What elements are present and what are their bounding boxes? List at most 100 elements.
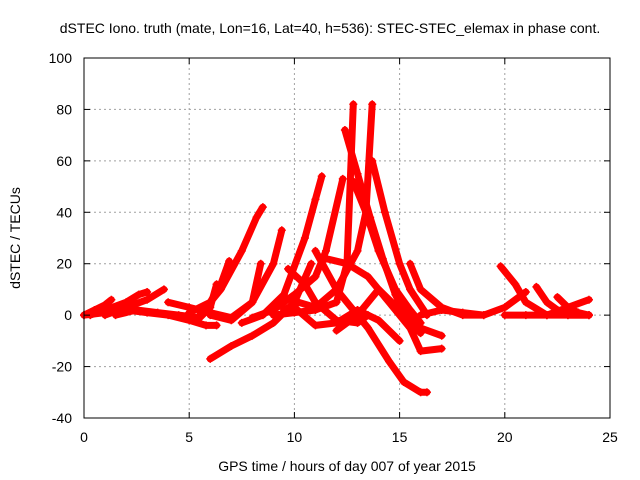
data-point [311,321,320,330]
data-point [364,324,373,332]
data-point [542,298,551,307]
data-point [225,257,234,266]
data-point [368,100,377,109]
data-point [185,308,194,317]
data-point [380,208,389,217]
data-point [416,311,425,320]
data-point [164,298,173,307]
data-series-3 [86,288,152,320]
series-line [333,285,446,340]
data-series-21 [349,177,425,327]
data-series-17 [311,246,431,397]
data-point [437,331,446,340]
data-point [584,311,593,320]
data-point [340,126,349,134]
data-point [416,347,425,356]
y-axis-label: dSTEC / TECUs [7,187,23,289]
data-point [284,264,293,273]
data-point [437,306,446,314]
data-point [159,285,168,294]
data-point [101,311,110,320]
data-point [361,208,370,217]
data-point [553,293,562,302]
data-point [307,259,316,268]
x-axis-label: GPS time / hours of day 007 of year 2015 [218,458,476,474]
data-point [227,342,236,350]
data-point [511,280,520,289]
data-point [258,203,267,212]
y-tick-label: 60 [56,153,72,169]
x-tick-label: 10 [287,429,303,445]
data-point [321,254,330,263]
data-point [321,246,330,255]
data-point [252,213,261,222]
data-point [399,378,408,386]
data-point [406,285,415,294]
data-point [364,272,373,281]
data-point [256,259,265,268]
data-point [406,318,415,327]
x-tick-label: 15 [392,429,408,445]
data-point [195,311,204,320]
data-point [294,298,303,307]
data-point [311,272,320,281]
data-point [500,311,509,320]
data-point [290,303,299,312]
data-point [391,285,400,294]
data-point [332,285,341,294]
data-series-24 [416,288,530,320]
data-point [416,329,425,338]
x-tick-label: 25 [602,429,618,445]
y-tick-label: -40 [52,410,72,426]
x-tick-label: 20 [497,429,513,445]
data-point [269,318,278,327]
data-point [269,311,278,320]
data-point [143,288,152,296]
data-point [227,316,236,325]
data-point [422,388,431,397]
data-point [349,100,358,109]
data-point [300,280,309,289]
data-point [416,285,425,294]
data-series-22 [368,156,431,320]
x-tick-label: 0 [80,429,88,445]
plot-area [80,100,593,397]
data-point [216,285,225,294]
data-point [332,318,341,327]
data-point [277,226,286,235]
series-line [349,177,425,327]
data-point [496,262,505,271]
data-point [406,306,415,314]
data-point [132,306,141,314]
data-point [290,290,299,299]
series-line [553,293,593,319]
data-point [479,311,488,320]
data-point [248,313,257,322]
data-point [206,311,215,320]
data-point [584,295,593,304]
data-point [338,174,347,183]
data-point [574,308,583,317]
data-point [212,321,221,330]
data-point [237,318,246,327]
data-point [353,246,362,255]
data-point [317,172,326,181]
data-point [374,316,383,325]
data-point [300,234,309,242]
data-point [521,298,530,307]
y-tick-label: 0 [64,307,72,323]
data-point [332,298,341,307]
data-point [500,303,509,312]
series-line [417,288,530,319]
data-point [248,298,257,307]
data-point [343,298,351,307]
y-tick-label: 80 [56,101,72,117]
data-point [206,354,215,363]
data-point [279,290,288,299]
data-point [349,177,358,186]
data-point [332,326,341,335]
data-point [385,357,394,366]
data-point [406,259,415,268]
chart-title: dSTEC Iono. truth (mate, Lon=16, Lat=40,… [60,20,600,36]
data-point [368,156,377,165]
